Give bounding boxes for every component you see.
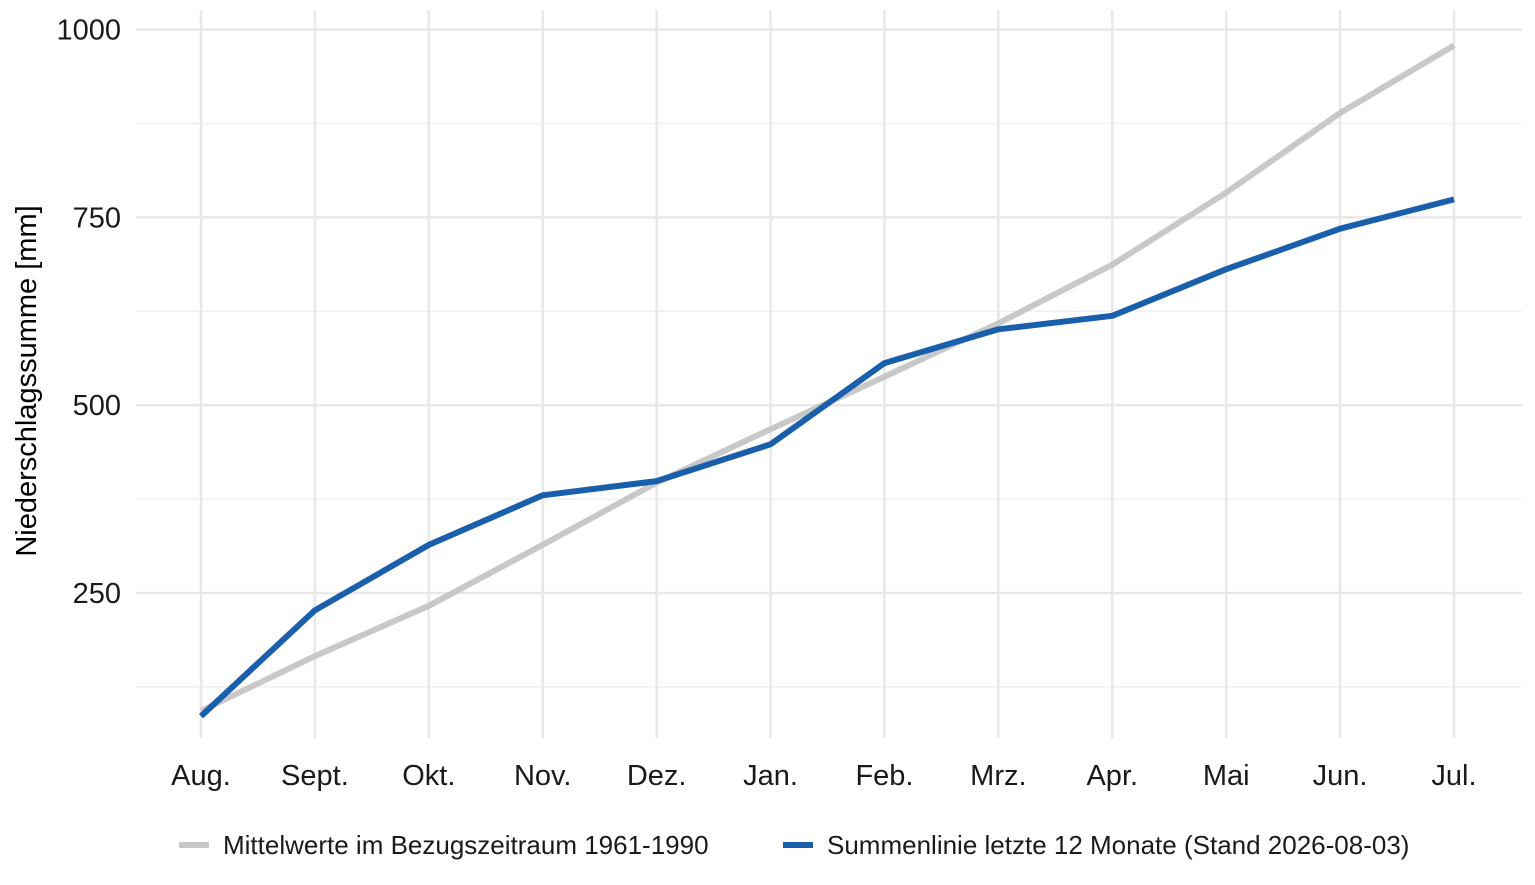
y-tick-label: 500 <box>73 390 121 422</box>
legend-label: Summenlinie letzte 12 Monate (Stand 2026… <box>827 830 1409 860</box>
x-tick-label: Okt. <box>402 760 455 792</box>
reference-mean-line <box>199 42 1456 714</box>
x-tick-label: Aug. <box>171 760 231 792</box>
x-axis-tick-labels: Aug. Sept. Okt. Nov. Dez. Jan. Feb. Mrz. Apr. Mai… <box>171 760 1476 792</box>
cumulative-sum-line <box>198 196 1455 719</box>
y-tick-label: 750 <box>73 202 121 234</box>
y-axis-tick-labels: 250 500 750 1000 <box>56 15 121 610</box>
legend-label: Mittelwerte im Bezugszeitraum 1961-1990 <box>223 830 709 860</box>
y-tick-label: 1000 <box>56 15 121 47</box>
x-tick-label: Dez. <box>627 760 687 792</box>
minor-gridlines <box>136 122 1522 688</box>
x-tick-label: Jul. <box>1431 760 1476 792</box>
x-tick-label: Nov. <box>514 760 571 792</box>
y-axis-title: Niederschlagssumme [mm] <box>11 205 43 556</box>
x-tick-label: Jan. <box>743 760 798 792</box>
x-tick-label: Apr. <box>1086 760 1138 792</box>
y-tick-label: 250 <box>73 578 121 610</box>
series-lines <box>198 42 1456 719</box>
x-tick-label: Mai <box>1203 760 1250 792</box>
x-tick-label: Jun. <box>1313 760 1368 792</box>
x-tick-label: Feb. <box>855 760 913 792</box>
x-tick-label: Mrz. <box>970 760 1026 792</box>
x-tick-label: Sept. <box>281 760 349 792</box>
major-gridlines <box>136 10 1522 738</box>
legend: Mittelwerte im Bezugszeitraum 1961-1990 S… <box>179 830 1409 860</box>
